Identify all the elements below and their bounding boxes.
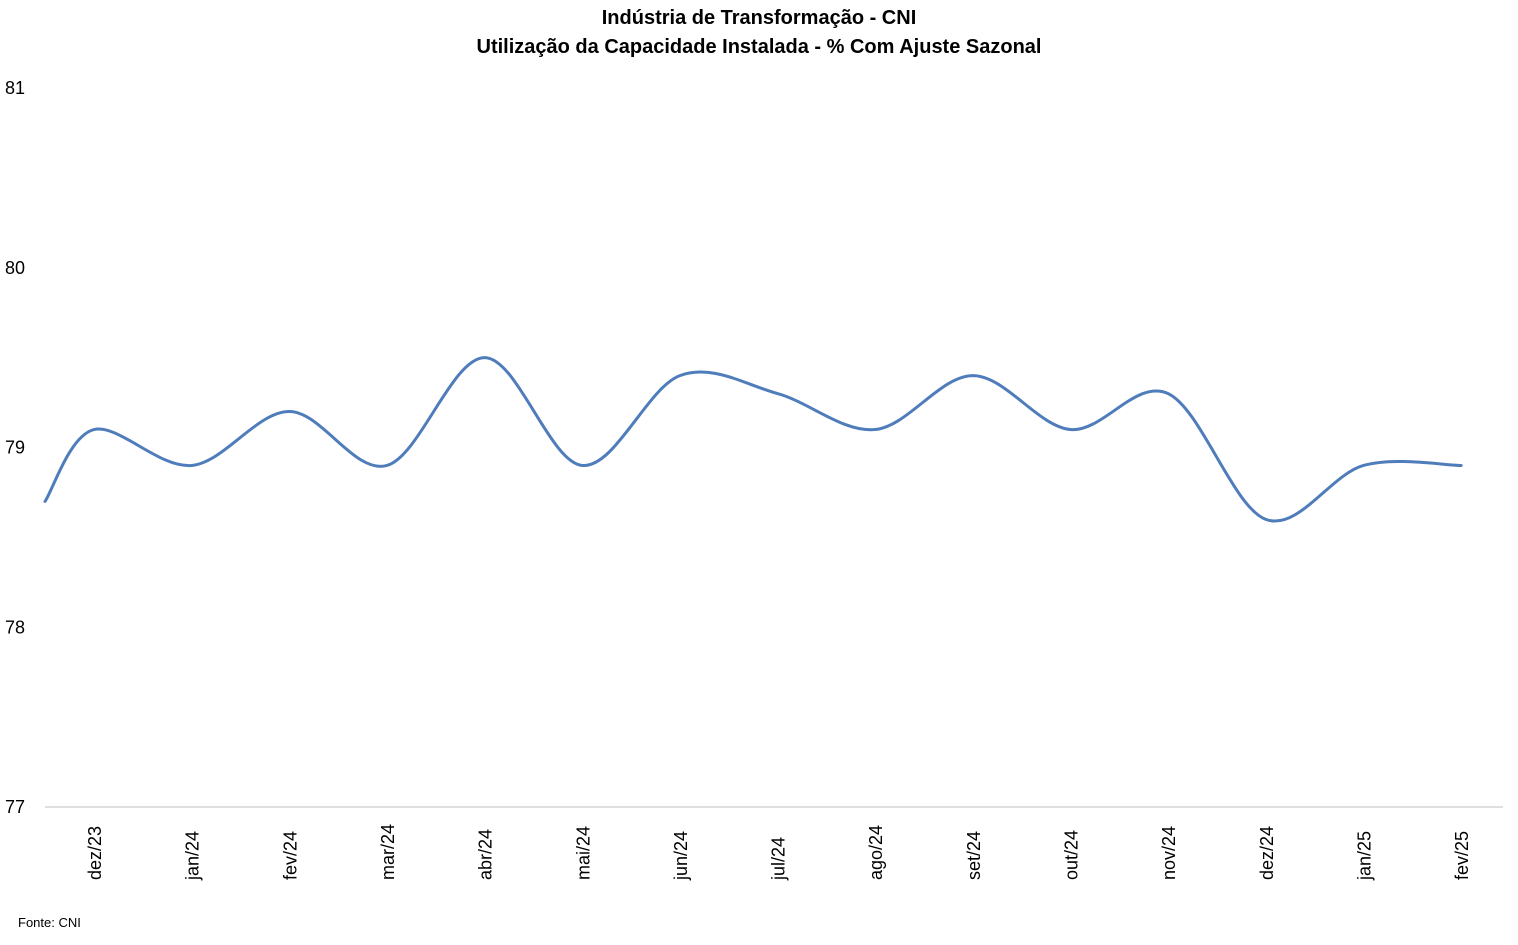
x-tick-label: jan/25	[1354, 831, 1374, 881]
data-point	[677, 373, 683, 379]
data-point	[1458, 462, 1464, 468]
data-point	[872, 427, 878, 433]
series-line	[43, 356, 1463, 523]
y-axis: 81 80 79 78 77	[5, 78, 25, 817]
x-tick-label: jul/24	[769, 837, 789, 881]
data-point	[482, 355, 488, 361]
data-point	[579, 462, 585, 468]
series-layer	[43, 355, 1464, 523]
x-tick-label: fev/24	[280, 831, 300, 880]
data-point	[775, 391, 781, 397]
x-axis: dez/23 jan/24 fev/24 mar/24 abr/24 mai/24 jun/…	[45, 806, 1503, 881]
data-point	[970, 373, 976, 379]
data-point	[1068, 427, 1074, 433]
x-tick-label: out/24	[1062, 830, 1082, 880]
data-point	[1360, 462, 1366, 468]
x-tick-label: dez/24	[1257, 826, 1277, 880]
data-point	[384, 462, 390, 468]
x-tick-label: mai/24	[573, 826, 593, 880]
x-tick-label: mar/24	[378, 824, 398, 880]
y-tick-label: 77	[5, 797, 25, 817]
data-point	[1263, 516, 1269, 522]
y-tick-label: 79	[5, 438, 25, 458]
x-tick-label: ago/24	[866, 825, 886, 880]
x-tick-label: jan/24	[183, 831, 203, 881]
y-tick-label: 81	[5, 78, 25, 98]
data-point	[91, 427, 97, 433]
x-tick-label: fev/25	[1452, 831, 1472, 880]
chart-subtitle: Utilização da Capacidade Instalada - % C…	[476, 36, 1042, 58]
x-tick-label: abr/24	[476, 829, 496, 880]
x-tick-label: nov/24	[1159, 826, 1179, 880]
source-note: Fonte: CNI	[18, 915, 81, 930]
data-point	[1165, 391, 1171, 397]
chart-title: Indústria de Transformação - CNI	[601, 7, 917, 29]
data-point	[189, 462, 195, 468]
x-tick-label: set/24	[964, 831, 984, 880]
y-tick-label: 78	[5, 617, 25, 637]
x-tick-label: dez/23	[85, 826, 105, 880]
y-tick-label: 80	[5, 258, 25, 278]
chart-title-block: Indústria de Transformação - CNI Utiliza…	[0, 4, 1518, 62]
data-point	[286, 409, 292, 415]
x-tick-label: jun/24	[671, 831, 691, 881]
